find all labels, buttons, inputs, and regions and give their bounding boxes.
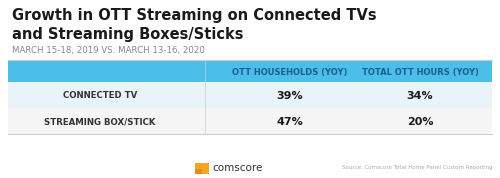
FancyBboxPatch shape <box>8 108 492 134</box>
Text: STREAMING BOX/STICK: STREAMING BOX/STICK <box>44 117 156 127</box>
Text: 39%: 39% <box>276 91 303 101</box>
Text: 47%: 47% <box>276 117 303 127</box>
Text: CONNECTED TV: CONNECTED TV <box>63 91 137 101</box>
Text: Growth in OTT Streaming on Connected TVs
and Streaming Boxes/Sticks: Growth in OTT Streaming on Connected TVs… <box>12 8 376 42</box>
Text: OTT HOUSEHOLDS (YOY): OTT HOUSEHOLDS (YOY) <box>232 67 347 77</box>
Text: MARCH 15-18, 2019 VS. MARCH 13-16, 2020: MARCH 15-18, 2019 VS. MARCH 13-16, 2020 <box>12 46 205 55</box>
FancyBboxPatch shape <box>8 60 492 82</box>
FancyBboxPatch shape <box>195 163 209 174</box>
FancyBboxPatch shape <box>8 82 492 108</box>
Text: TOTAL OTT HOURS (YOY): TOTAL OTT HOURS (YOY) <box>362 67 478 77</box>
Text: 20%: 20% <box>407 117 433 127</box>
FancyBboxPatch shape <box>195 169 202 174</box>
Text: 34%: 34% <box>406 91 434 101</box>
Text: Source: Comscore Total Home Panel Custom Reporting: Source: Comscore Total Home Panel Custom… <box>342 166 492 171</box>
Text: comscore: comscore <box>212 163 262 173</box>
